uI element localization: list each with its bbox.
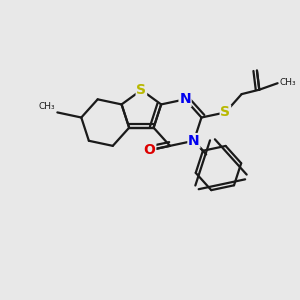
Text: N: N <box>188 134 200 148</box>
Text: CH₃: CH₃ <box>38 102 55 111</box>
Text: S: S <box>220 105 230 119</box>
Text: N: N <box>179 92 191 106</box>
Text: CH₃: CH₃ <box>279 78 296 87</box>
Text: S: S <box>136 83 146 97</box>
Text: O: O <box>144 143 156 157</box>
